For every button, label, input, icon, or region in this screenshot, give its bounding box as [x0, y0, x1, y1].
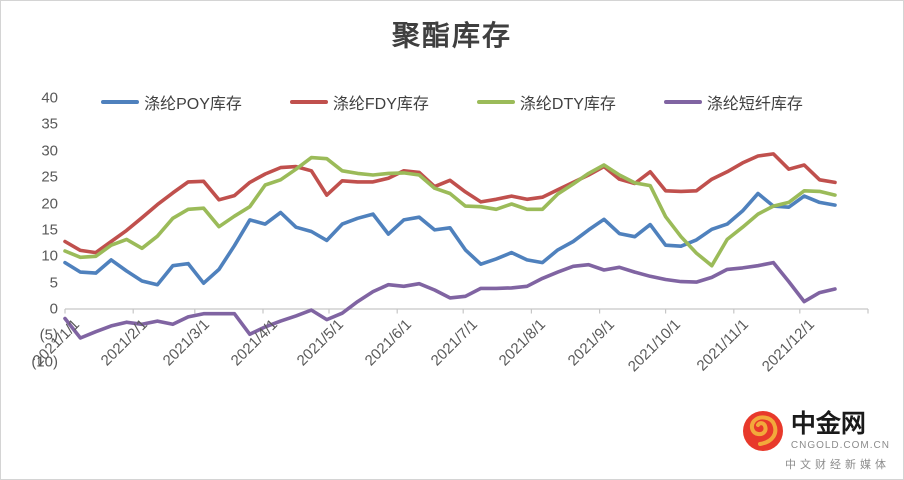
cngold-logo-domain: CNGOLD.COM.CN	[790, 439, 890, 451]
y-tick-label: 20	[41, 195, 58, 212]
chart-title: 聚酯库存	[391, 20, 512, 51]
y-tick-label: 25	[41, 168, 58, 186]
legend-line-marker	[101, 100, 140, 104]
legend-line-marker	[476, 100, 515, 104]
legend-label: 涤纶POY库存	[144, 96, 242, 113]
legend-line-marker	[289, 100, 328, 104]
y-tick-label: 5	[49, 274, 58, 292]
y-tick-label: (10)	[31, 353, 58, 371]
y-tick-label: 35	[41, 115, 58, 133]
legend-item-duanxian: 涤纶短纤库存	[663, 90, 803, 114]
cngold-watermark: 中金网 CNGOLD.COM.CN 中文财经新媒体	[730, 409, 890, 472]
y-tick-label: 30	[41, 142, 58, 160]
series-line-poy	[63, 191, 837, 287]
legend-item-dty: 涤纶DTY库存	[476, 90, 616, 114]
series-line-fdy	[63, 152, 837, 255]
series-line-dty	[63, 155, 837, 268]
y-tick-label: 0	[49, 300, 58, 318]
chart-legend: 涤纶POY库存 涤纶FDY库存 涤纶DTY库存 涤纶短纤库存	[0, 90, 904, 114]
legend-item-fdy: 涤纶FDY库存	[289, 90, 429, 114]
legend-line-marker	[663, 100, 702, 104]
legend-label: 涤纶DTY库存	[519, 96, 616, 113]
y-tick-label: 10	[41, 247, 58, 265]
cngold-logo-name: 中金网	[790, 410, 866, 439]
cngold-logo-slogan: 中文财经新媒体	[785, 459, 890, 471]
legend-item-poy: 涤纶POY库存	[101, 90, 242, 114]
y-tick-label: (5)	[39, 326, 58, 344]
series-line-duanxian	[63, 260, 837, 340]
y-tick-label: 40	[41, 89, 58, 107]
y-tick-label: 15	[41, 221, 58, 239]
legend-label: 涤纶FDY库存	[332, 96, 429, 113]
legend-label: 涤纶短纤库存	[706, 96, 803, 113]
cngold-logo-icon	[742, 411, 783, 451]
